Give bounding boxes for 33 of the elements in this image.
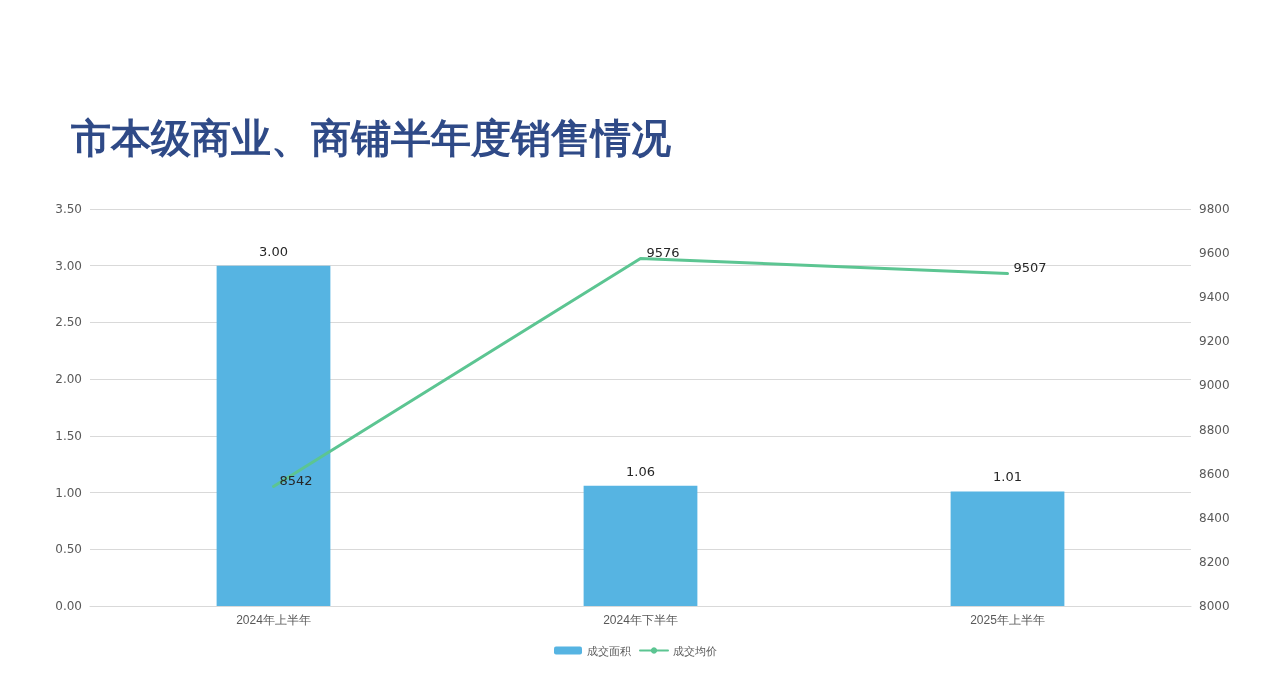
y2-tick-label: 9200 xyxy=(1199,334,1230,349)
bar xyxy=(216,265,331,606)
y2-tick-label: 8600 xyxy=(1199,466,1230,481)
y2-tick-label: 9400 xyxy=(1199,290,1230,305)
y2-tick-label: 9000 xyxy=(1199,378,1230,393)
y2-tick-label: 9600 xyxy=(1199,246,1230,261)
y-tick-label: 0.50 xyxy=(55,542,82,557)
data-label: 9576 xyxy=(646,244,680,260)
y2-tick-label: 8800 xyxy=(1199,422,1230,437)
legend-label: 成交均价 xyxy=(673,644,717,657)
y-tick-label: 0.00 xyxy=(55,599,82,613)
y-tick-label: 2.00 xyxy=(55,372,82,387)
chart-title: 市本级商业、商铺半年度销售情况 xyxy=(70,115,671,161)
bar xyxy=(950,491,1065,606)
data-label: 8542 xyxy=(279,472,313,488)
y-tick-label: 2.50 xyxy=(55,315,82,330)
y2-tick-label: 9800 xyxy=(1199,202,1230,216)
data-label: 3.00 xyxy=(259,243,288,259)
y2-tick-label: 8200 xyxy=(1199,554,1230,569)
x-tick-label: 2024年下半年 xyxy=(603,613,678,627)
x-tick-label: 2024年上半年 xyxy=(236,613,311,627)
data-label: 1.06 xyxy=(626,463,655,479)
x-tick-label: 2025年上半年 xyxy=(970,613,1045,627)
y-tick-label: 3.00 xyxy=(55,258,82,273)
y-tick-label: 3.50 xyxy=(55,202,82,216)
bar xyxy=(583,485,698,606)
y2-tick-label: 8400 xyxy=(1199,510,1230,525)
data-label: 1.01 xyxy=(993,469,1022,485)
legend-label: 成交面积 xyxy=(587,644,631,657)
y-tick-label: 1.50 xyxy=(55,428,82,443)
data-label: 9507 xyxy=(1013,260,1047,276)
y2-tick-label: 8000 xyxy=(1199,599,1230,613)
y-tick-label: 1.00 xyxy=(55,485,82,500)
